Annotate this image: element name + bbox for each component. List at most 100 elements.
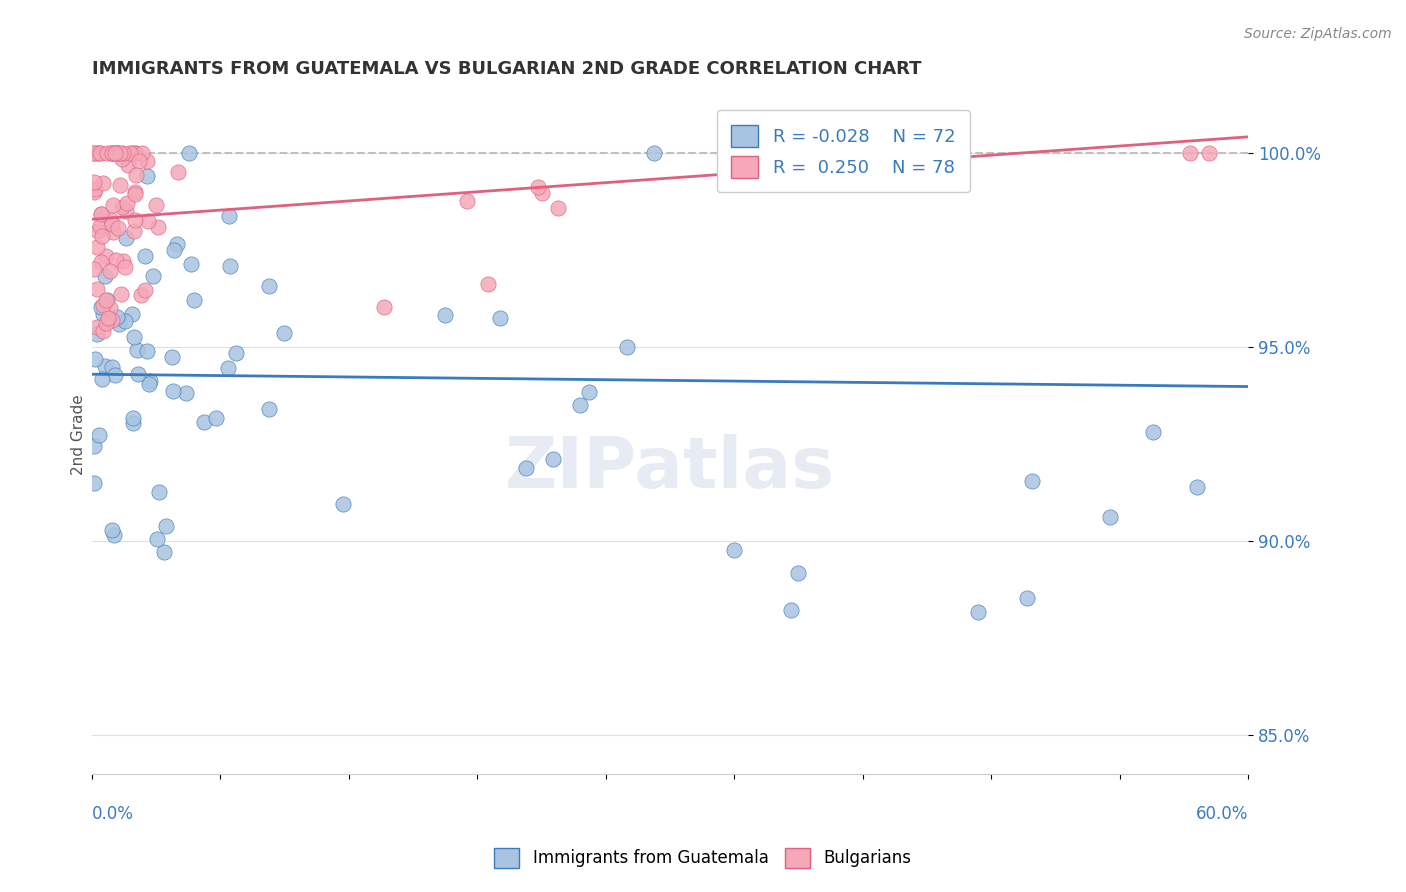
- Point: [101, 523, 124, 537]
- Point: [127, 367, 149, 381]
- Point: [136, 344, 159, 359]
- Point: [489, 311, 512, 326]
- Point: [90, 300, 112, 314]
- Point: [87, 224, 110, 238]
- Point: [780, 603, 803, 617]
- Point: [89, 145, 111, 160]
- Legend: R = -0.028    N = 72, R =  0.250    N = 78: R = -0.028 N = 72, R = 0.250 N = 78: [717, 111, 970, 193]
- Text: 0.0%: 0.0%: [91, 805, 134, 823]
- Text: 60.0%: 60.0%: [1195, 805, 1249, 823]
- Point: [1185, 480, 1208, 494]
- Point: [103, 368, 125, 383]
- Point: [176, 385, 198, 400]
- Point: [515, 461, 537, 475]
- Point: [456, 194, 478, 208]
- Point: [100, 359, 122, 374]
- Point: [477, 277, 499, 292]
- Point: [183, 293, 205, 308]
- Point: [166, 237, 188, 252]
- Point: [433, 308, 456, 322]
- Point: [1198, 145, 1220, 160]
- Point: [121, 145, 143, 160]
- Point: [787, 566, 810, 580]
- Point: [180, 256, 202, 270]
- Point: [90, 228, 112, 243]
- Point: [90, 207, 112, 221]
- Point: [225, 345, 247, 359]
- Point: [257, 279, 280, 293]
- Point: [101, 225, 124, 239]
- Point: [136, 214, 159, 228]
- Point: [273, 326, 295, 340]
- Point: [373, 300, 395, 314]
- Point: [569, 398, 592, 412]
- Point: [125, 145, 148, 160]
- Point: [91, 298, 114, 312]
- Point: [128, 154, 150, 169]
- Point: [134, 249, 156, 263]
- Point: [219, 259, 242, 273]
- Point: [104, 253, 127, 268]
- Point: [108, 145, 131, 160]
- Point: [101, 145, 124, 160]
- Point: [120, 145, 142, 160]
- Point: [134, 283, 156, 297]
- Text: Source: ZipAtlas.com: Source: ZipAtlas.com: [1244, 27, 1392, 41]
- Point: [135, 154, 157, 169]
- Point: [91, 176, 114, 190]
- Point: [90, 255, 112, 269]
- Point: [547, 201, 569, 215]
- Point: [122, 416, 145, 430]
- Point: [148, 484, 170, 499]
- Point: [87, 427, 110, 442]
- Point: [96, 316, 118, 330]
- Point: [616, 340, 638, 354]
- Point: [967, 605, 990, 619]
- Point: [114, 204, 136, 219]
- Point: [98, 301, 121, 315]
- Point: [193, 416, 215, 430]
- Point: [114, 260, 136, 275]
- Point: [723, 542, 745, 557]
- Point: [90, 206, 112, 220]
- Point: [205, 410, 228, 425]
- Point: [146, 219, 169, 234]
- Text: IMMIGRANTS FROM GUATEMALA VS BULGARIAN 2ND GRADE CORRELATION CHART: IMMIGRANTS FROM GUATEMALA VS BULGARIAN 2…: [91, 60, 921, 78]
- Point: [131, 145, 153, 160]
- Point: [124, 186, 146, 200]
- Point: [94, 248, 117, 262]
- Point: [111, 254, 134, 268]
- Point: [153, 545, 176, 559]
- Point: [124, 212, 146, 227]
- Point: [101, 197, 124, 211]
- Point: [83, 475, 105, 490]
- Point: [83, 439, 105, 453]
- Point: [93, 269, 115, 284]
- Point: [107, 145, 129, 160]
- Point: [1142, 425, 1164, 440]
- Point: [83, 175, 105, 189]
- Point: [527, 180, 550, 194]
- Point: [91, 372, 114, 386]
- Point: [129, 288, 152, 302]
- Point: [218, 209, 240, 223]
- Point: [114, 231, 136, 245]
- Point: [578, 385, 600, 400]
- Point: [121, 307, 143, 321]
- Point: [145, 197, 167, 211]
- Point: [1178, 145, 1201, 160]
- Point: [155, 518, 177, 533]
- Point: [112, 145, 135, 160]
- Point: [83, 351, 105, 366]
- Point: [124, 224, 146, 238]
- Point: [145, 532, 167, 546]
- Point: [94, 293, 117, 308]
- Point: [100, 313, 122, 327]
- Point: [125, 169, 148, 183]
- Point: [104, 145, 127, 160]
- Point: [91, 308, 114, 322]
- Point: [86, 326, 108, 341]
- Point: [89, 145, 111, 160]
- Point: [86, 145, 108, 160]
- Point: [100, 145, 122, 160]
